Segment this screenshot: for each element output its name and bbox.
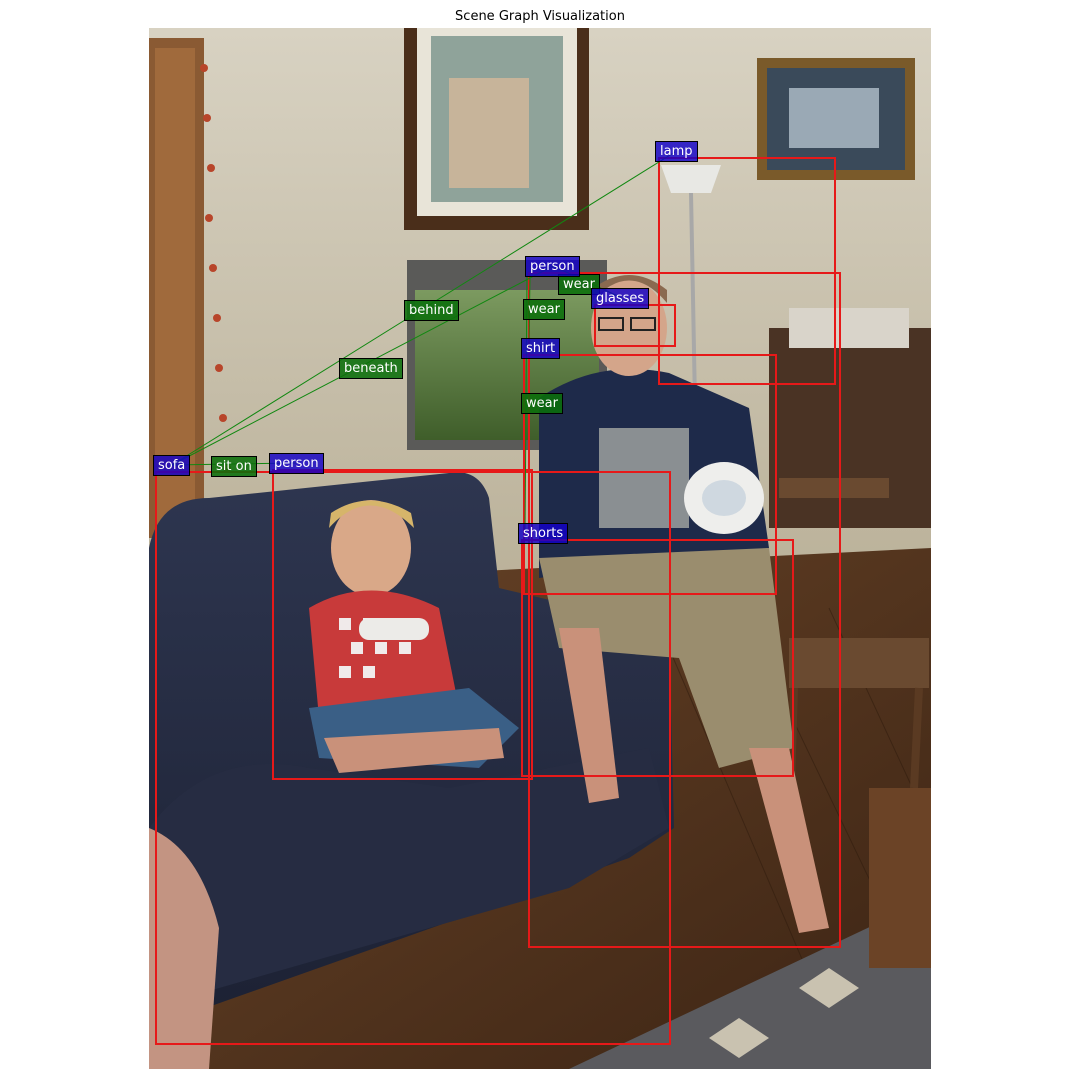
relation-label-wear-shorts: wear [521, 393, 563, 414]
object-label-shirt: shirt [521, 338, 561, 359]
scene-photo [149, 28, 931, 1069]
object-label-shorts: shorts [518, 523, 569, 544]
object-label-glasses: glasses [591, 288, 650, 309]
object-label-person-boy: person [269, 453, 324, 474]
relation-label-beneath: beneath [339, 358, 403, 379]
relation-label-behind: behind [404, 300, 459, 321]
relation-label-sit-on: sit on [211, 456, 257, 477]
object-label-sofa: sofa [153, 455, 191, 476]
object-label-lamp: lamp [655, 141, 698, 162]
object-label-person-man: person [525, 256, 580, 277]
relation-label-wear-shirt: wear [523, 299, 565, 320]
figure-title: Scene Graph Visualization [455, 9, 625, 24]
